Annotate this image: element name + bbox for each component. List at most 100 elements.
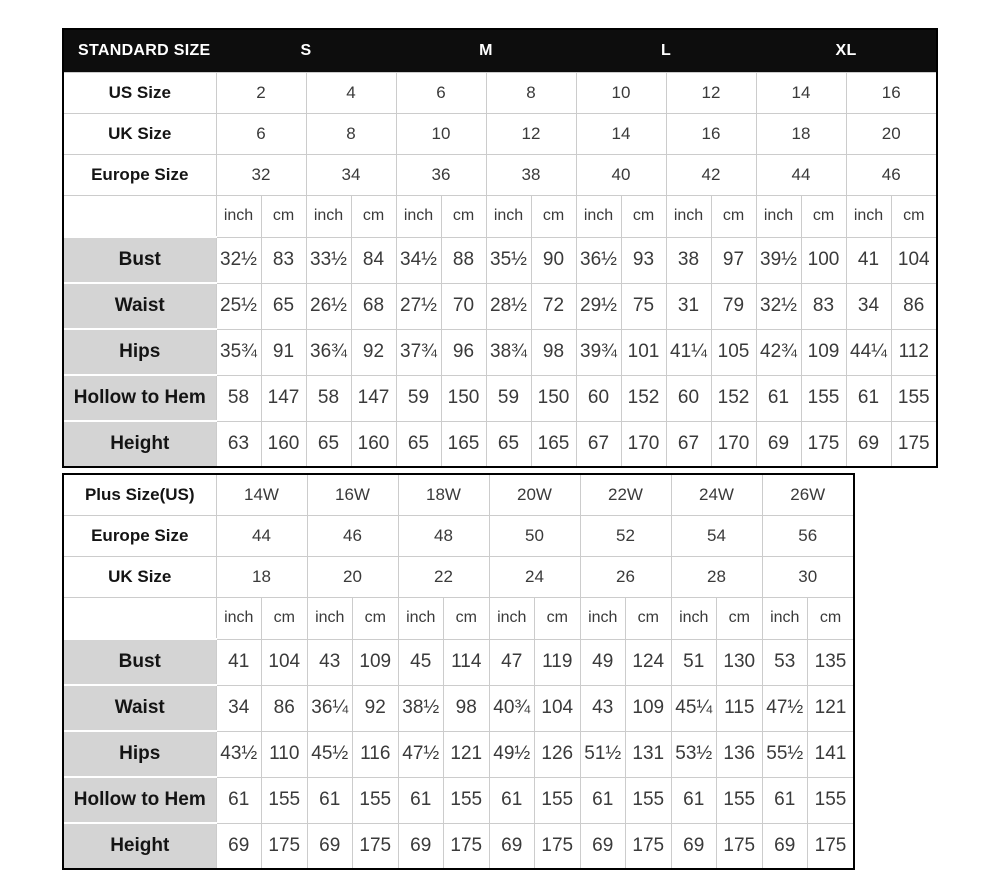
size-value-cell: 18W	[397, 475, 490, 516]
size-value-cell: 46	[306, 515, 399, 557]
measure-value-cell: 36¾	[305, 328, 352, 376]
measure-value-cell: 69	[670, 822, 717, 868]
uk-size-label: UK Size	[64, 113, 217, 155]
measure-value-cell: 175	[800, 420, 847, 466]
unit-cell-inch: inch	[306, 597, 353, 640]
unit-cell-cm: cm	[620, 195, 667, 238]
height-row: Height 69 175 69 175 69 175 69 175 69 175 69 175 69 17…	[64, 822, 853, 868]
size-value-cell: 24	[488, 556, 581, 598]
measure-value-cell: 91	[260, 328, 307, 376]
measure-value-cell: 105	[710, 328, 757, 376]
measure-value-cell: 92	[350, 328, 397, 376]
measure-value-cell: 150	[530, 374, 577, 422]
measure-value-cell: 39¾	[575, 328, 622, 376]
measure-value-cell: 131	[625, 730, 672, 778]
measure-value-cell: 135	[807, 638, 853, 686]
unit-cell-cm: cm	[261, 597, 308, 640]
unit-cell-cm: cm	[710, 195, 757, 238]
measure-value-cell: 86	[261, 684, 308, 732]
bust-row: Bust 41 104 43 109 45 114 47 119 49 124 51 130 53 135	[64, 638, 853, 686]
unit-cell-cm: cm	[352, 597, 399, 640]
bust-row: Bust 32½ 83 33½ 84 34½ 88 35½ 90 36½ 93 38 97 39½ 100 4…	[64, 236, 936, 284]
measure-value-cell: 45¼	[670, 684, 717, 732]
standard-size-table: STANDARD SIZE S M L XL US Size 2 4 6 8 10 12 14 16 UK …	[64, 30, 936, 466]
measure-value-cell: 101	[620, 328, 667, 376]
measure-value-cell: 35¾	[215, 328, 262, 376]
measure-value-cell: 67	[665, 420, 712, 466]
size-value-cell: 16	[665, 113, 757, 155]
measure-value-cell: 58	[215, 374, 262, 422]
measure-value-cell: 63	[215, 420, 262, 466]
size-value-cell: 50	[488, 515, 581, 557]
size-value-cell: 10	[575, 72, 667, 114]
size-value-cell: 14W	[215, 475, 308, 516]
waist-row: Waist 34 86 36¼ 92 38½ 98 40¾ 104 43 109 45¼ 115 47½ 1…	[64, 684, 853, 732]
unit-cell-inch: inch	[397, 597, 444, 640]
unit-row: inch cm inch cm inch cm inch cm inch cm inch cm inch…	[64, 195, 936, 238]
measure-value-cell: 109	[352, 638, 399, 686]
measure-value-cell: 69	[306, 822, 353, 868]
bust-label: Bust	[64, 236, 217, 284]
unit-cell-inch: inch	[665, 195, 712, 238]
measure-value-cell: 55½	[761, 730, 808, 778]
measure-value-cell: 51	[670, 638, 717, 686]
hips-row: Hips 43½ 110 45½ 116 47½ 121 49½ 126 51½ 131 53½ 136…	[64, 730, 853, 778]
size-value-cell: 48	[397, 515, 490, 557]
hollow-to-hem-label: Hollow to Hem	[64, 374, 217, 422]
unit-cell-cm: cm	[716, 597, 763, 640]
measure-value-cell: 112	[890, 328, 936, 376]
measure-value-cell: 40¾	[488, 684, 535, 732]
measure-value-cell: 61	[670, 776, 717, 824]
measure-value-cell: 47½	[761, 684, 808, 732]
size-value-cell: 26W	[761, 475, 853, 516]
measure-value-cell: 150	[440, 374, 487, 422]
uk-size-label: UK Size	[64, 556, 217, 598]
measure-value-cell: 61	[761, 776, 808, 824]
measure-value-cell: 86	[890, 282, 936, 330]
measure-value-cell: 47½	[397, 730, 444, 778]
measure-value-cell: 170	[710, 420, 757, 466]
measure-value-cell: 155	[807, 776, 853, 824]
unit-cell-cm: cm	[260, 195, 307, 238]
measure-value-cell: 155	[534, 776, 581, 824]
measure-value-cell: 147	[350, 374, 397, 422]
measure-value-cell: 165	[530, 420, 577, 466]
measure-value-cell: 34	[845, 282, 892, 330]
size-value-cell: 12	[485, 113, 577, 155]
measure-value-cell: 31	[665, 282, 712, 330]
measure-value-cell: 147	[260, 374, 307, 422]
size-value-cell: 18	[215, 556, 308, 598]
europe-size-label: Europe Size	[64, 154, 217, 196]
measure-value-cell: 69	[397, 822, 444, 868]
measure-value-cell: 121	[807, 684, 853, 732]
unit-cell-inch: inch	[215, 195, 262, 238]
measure-value-cell: 60	[575, 374, 622, 422]
measure-value-cell: 58	[305, 374, 352, 422]
size-value-cell: 16W	[306, 475, 399, 516]
measure-value-cell: 155	[890, 374, 936, 422]
unit-cell-inch: inch	[845, 195, 892, 238]
measure-value-cell: 59	[485, 374, 532, 422]
measure-value-cell: 115	[716, 684, 763, 732]
size-value-cell: 56	[761, 515, 853, 557]
measure-value-cell: 69	[488, 822, 535, 868]
measure-value-cell: 160	[350, 420, 397, 466]
size-value-cell: 16	[845, 72, 936, 114]
measure-value-cell: 175	[716, 822, 763, 868]
size-value-cell: 6	[215, 113, 307, 155]
measure-value-cell: 41	[845, 236, 892, 284]
measure-value-cell: 36½	[575, 236, 622, 284]
measure-value-cell: 34½	[395, 236, 442, 284]
us-size-label: US Size	[64, 72, 217, 114]
measure-value-cell: 114	[443, 638, 490, 686]
measure-value-cell: 90	[530, 236, 577, 284]
size-value-cell: 14	[575, 113, 667, 155]
size-value-cell: 44	[755, 154, 847, 196]
measure-value-cell: 69	[845, 420, 892, 466]
measure-value-cell: 109	[625, 684, 672, 732]
unit-cell-cm: cm	[443, 597, 490, 640]
measure-value-cell: 65	[395, 420, 442, 466]
measure-value-cell: 79	[710, 282, 757, 330]
measure-value-cell: 136	[716, 730, 763, 778]
measure-value-cell: 34	[215, 684, 262, 732]
